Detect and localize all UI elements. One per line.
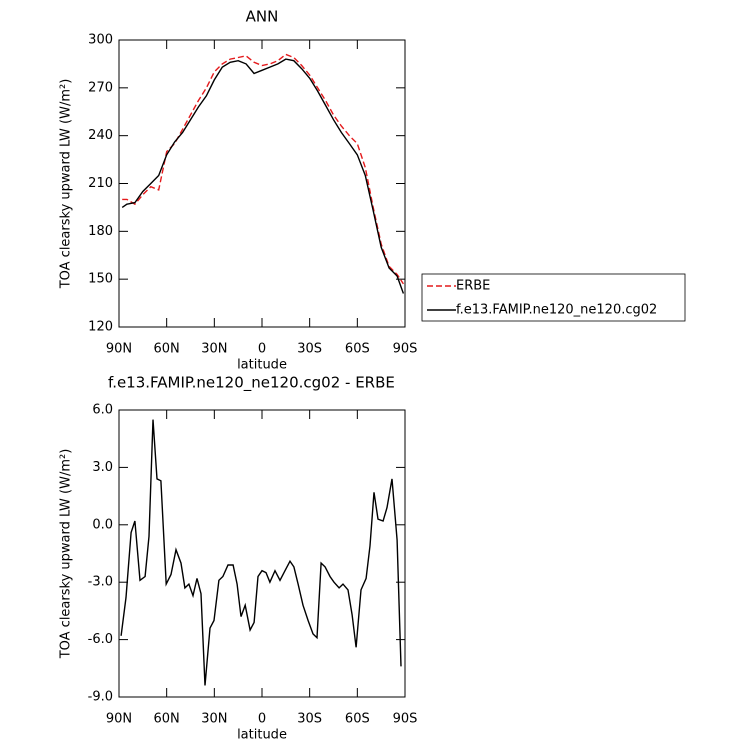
y-tick-label: 270	[88, 80, 113, 95]
data-line	[120, 419, 402, 686]
y-tick-label: 120	[88, 320, 113, 335]
x-tick-label: 60N	[154, 342, 180, 357]
data-line	[121, 58, 405, 294]
plot-frame	[118, 39, 406, 328]
y-tick-label: 150	[88, 272, 113, 287]
legend-label: f.e13.FAMIP.ne120_ne120.cg02	[456, 303, 657, 318]
x-tick-label: 60S	[345, 342, 370, 357]
x-tick-label: 90N	[106, 342, 132, 357]
x-axis-label: latitude	[237, 728, 287, 743]
x-tick-label: 0	[258, 712, 266, 727]
y-tick-label: 240	[88, 128, 113, 143]
x-tick-label: 90S	[393, 342, 418, 357]
x-tick-label: 90S	[393, 712, 418, 727]
x-tick-label: 30N	[201, 342, 227, 357]
x-axis-label: latitude	[237, 358, 287, 373]
legend-box	[421, 273, 686, 322]
y-tick-label: -6.0	[88, 632, 113, 647]
x-tick-label: 90N	[106, 712, 132, 727]
y-tick-label: -9.0	[88, 690, 113, 705]
x-tick-label: 30S	[297, 342, 322, 357]
y-tick-label: 210	[88, 176, 113, 191]
x-tick-label: 30S	[297, 712, 322, 727]
chart-title: f.e13.FAMIP.ne120_ne120.cg02 - ERBE	[108, 374, 395, 393]
y-tick-label: 6.0	[92, 403, 113, 418]
legend-label: ERBE	[456, 279, 490, 294]
y-axis-label: TOA clearsky upward LW (W/m²)	[59, 449, 74, 660]
chart-title: ANN	[246, 8, 279, 26]
x-tick-label: 60N	[154, 712, 180, 727]
data-line	[122, 53, 404, 285]
y-axis-label: TOA clearsky upward LW (W/m²)	[59, 79, 74, 290]
x-tick-label: 0	[258, 342, 266, 357]
y-tick-label: 0.0	[92, 517, 113, 532]
plot-frame	[118, 409, 406, 698]
x-tick-label: 60S	[345, 712, 370, 727]
x-tick-label: 30N	[201, 712, 227, 727]
y-tick-label: 180	[88, 224, 113, 239]
legend: ERBE f.e13.FAMIP.ne120_ne120.cg02	[421, 273, 686, 322]
y-tick-label: 3.0	[92, 460, 113, 475]
y-tick-label: 300	[88, 33, 113, 48]
y-tick-label: -3.0	[88, 575, 113, 590]
